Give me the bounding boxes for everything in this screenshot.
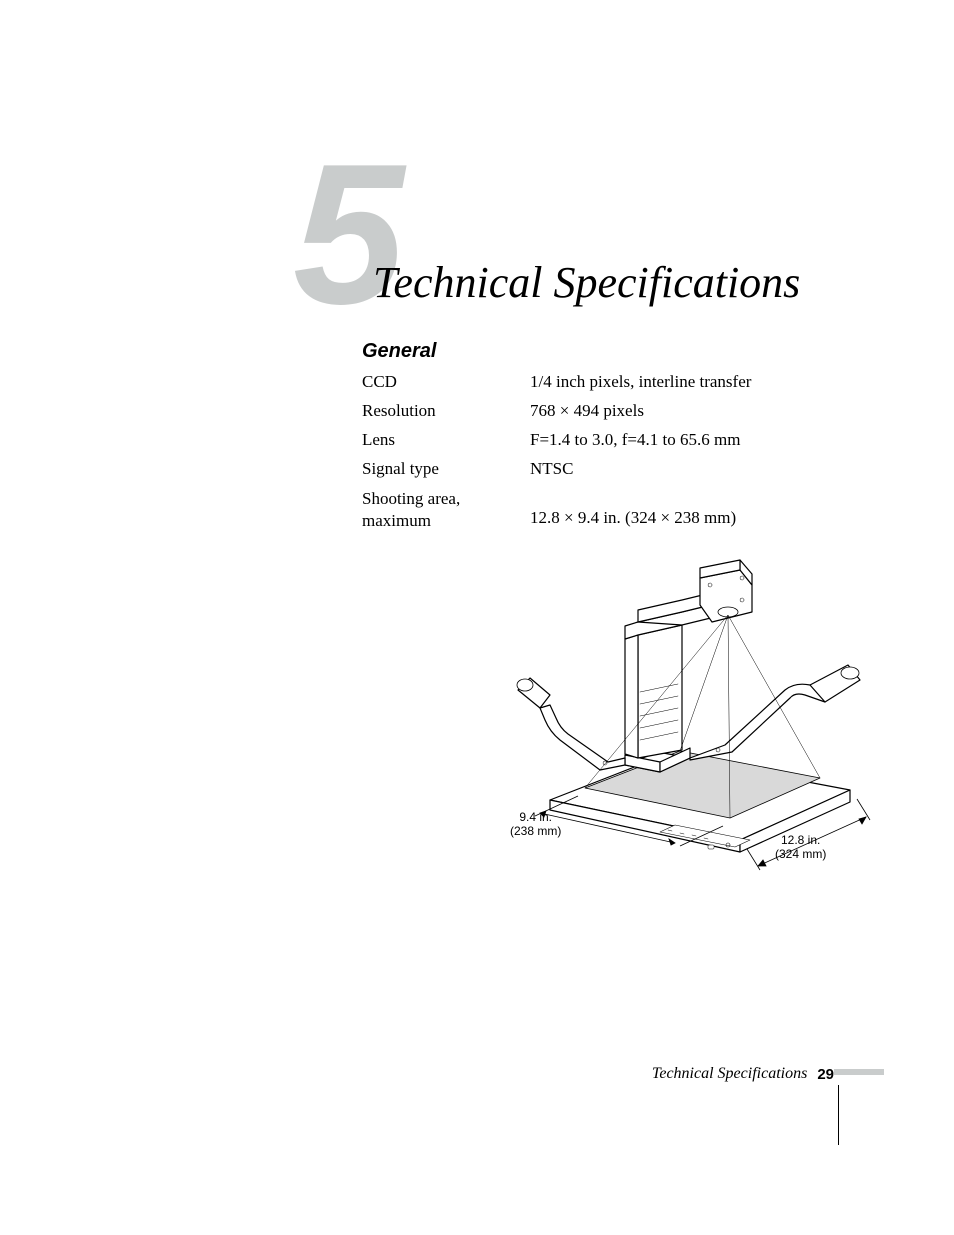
page-footer: Technical Specifications 29: [652, 1065, 834, 1083]
spec-value: 1/4 inch pixels, interline transfer: [530, 372, 751, 392]
spec-value: F=1.4 to 3.0, f=4.1 to 65.6 mm: [530, 430, 740, 450]
dimension-label-right: 12.8 in. (324 mm): [775, 833, 826, 862]
spec-label: Lens: [362, 430, 530, 450]
table-row: Lens F=1.4 to 3.0, f=4.1 to 65.6 mm: [362, 430, 751, 450]
table-row: Signal type NTSC: [362, 459, 751, 479]
spec-label: Signal type: [362, 459, 530, 479]
spec-table: CCD 1/4 inch pixels, interline transfer …: [362, 372, 751, 541]
table-row: CCD 1/4 inch pixels, interline transfer: [362, 372, 751, 392]
footer-title: Technical Specifications: [652, 1065, 807, 1083]
spec-value: 768 × 494 pixels: [530, 401, 644, 421]
spec-value: NTSC: [530, 459, 573, 479]
chapter-title: Technical Specifications: [373, 257, 800, 308]
footer-accent-bar: [834, 1069, 884, 1075]
section-heading: General: [362, 340, 436, 363]
spec-label: CCD: [362, 372, 530, 392]
dimension-label-left: 9.4 in. (238 mm): [510, 810, 561, 839]
spec-label: Shooting area, maximum: [362, 488, 530, 532]
document-page: 5 Technical Specifications General CCD 1…: [0, 0, 954, 1235]
page-number: 29: [817, 1066, 834, 1083]
footer-vertical-line: [838, 1085, 840, 1145]
diagram-figure: 9.4 in. (238 mm) 12.8 in. (324 mm): [490, 540, 890, 890]
table-row: Resolution 768 × 494 pixels: [362, 401, 751, 421]
spec-label: Resolution: [362, 401, 530, 421]
table-row: Shooting area, maximum 12.8 × 9.4 in. (3…: [362, 488, 751, 532]
